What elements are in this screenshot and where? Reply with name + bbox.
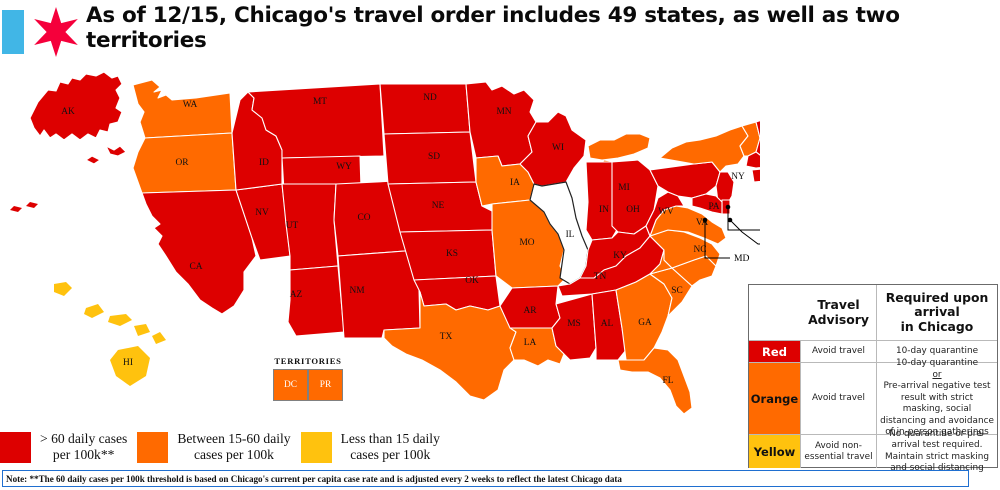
state-TX[interactable] <box>383 291 517 401</box>
legend-swatch-yellow <box>300 431 332 463</box>
advisory-requirement-orange: 10-day quarantine or Pre-arrival negativ… <box>877 358 997 437</box>
legend-item-orange: Between 15-60 daily cases per 100k <box>137 431 291 463</box>
leader-line-MD <box>704 220 730 259</box>
advisory-requirement-orange-line1: 10-day quarantine <box>895 358 979 369</box>
page-title: As of 12/15, Chicago's travel order incl… <box>86 3 900 53</box>
state-SD[interactable] <box>383 131 477 185</box>
footnote-banner: Note: **The 60 daily cases per 100k thre… <box>2 470 969 487</box>
state-AK-aleutians <box>10 202 38 212</box>
legend-label-yellow: Less than 15 daily cases per 100k <box>340 431 440 462</box>
leader-line-DE <box>729 219 760 245</box>
state-NM[interactable] <box>337 249 421 339</box>
state-WI[interactable] <box>519 111 587 187</box>
advisory-requirement-yellow: No quarantine or pre-arrival test requir… <box>885 428 989 474</box>
advisory-header-required-upon-arrival: Required upon arrival in Chicago <box>885 289 989 334</box>
advisory-row-red: Red Avoid travel 10-day quarantine <box>749 341 997 363</box>
territories-title: TERRITORIES <box>274 356 342 366</box>
state-MD[interactable] <box>691 193 723 215</box>
legend-swatch-red <box>0 431 31 463</box>
chicago-flag-bar-icon <box>2 10 24 54</box>
advisory-requirement-red: 10-day quarantine <box>895 345 979 356</box>
advisory-level-yellow: Yellow <box>749 435 801 468</box>
map-legend: > 60 daily cases per 100k** Between 15-6… <box>0 424 520 470</box>
state-GA[interactable] <box>615 273 673 361</box>
state-OK[interactable] <box>413 275 501 311</box>
state-WV[interactable] <box>645 191 685 237</box>
state-AK[interactable] <box>29 71 127 165</box>
state-CA[interactable] <box>141 189 257 315</box>
territory-box-pr[interactable]: PR <box>308 369 343 401</box>
advisory-table: Travel Advisory Required upon arrival in… <box>748 284 998 474</box>
advisory-level-red: Red <box>749 341 801 362</box>
leader-label-group: NH MA RI CT NJ DE MD <box>702 204 760 264</box>
territory-label-dc: DC <box>283 380 298 390</box>
state-HI[interactable] <box>54 282 166 386</box>
state-PA[interactable] <box>649 161 721 199</box>
advisory-requirement-orange-or: or <box>932 369 942 380</box>
territory-box-dc[interactable]: DC <box>273 369 308 401</box>
chicago-flag-star-icon <box>34 7 78 57</box>
state-NH[interactable] <box>755 118 760 158</box>
legend-label-red: > 60 daily cases per 100k** <box>40 431 128 462</box>
advisory-requirement-orange-line2: Pre-arrival negative test result with st… <box>880 381 994 438</box>
state-MT[interactable] <box>247 83 385 159</box>
advisory-row-yellow: Yellow Avoid non- essential travel No qu… <box>749 428 997 474</box>
state-UT[interactable] <box>281 183 339 271</box>
legend-swatch-orange <box>137 431 169 463</box>
legend-item-red: > 60 daily cases per 100k** <box>0 431 127 463</box>
advisory-travel-red: Avoid travel <box>801 341 877 362</box>
legend-item-yellow: Less than 15 daily cases per 100k <box>300 431 440 463</box>
state-FL[interactable] <box>617 347 693 415</box>
state-KS[interactable] <box>399 229 497 281</box>
state-AZ[interactable] <box>287 265 345 337</box>
state-WA[interactable] <box>132 79 233 139</box>
territories-block: TERRITORIES DC PR <box>262 356 354 408</box>
advisory-travel-orange: Avoid travel <box>801 363 877 434</box>
us-map-container: AK HI WA OR CA NV ID MT WY UT AZ CO NM N… <box>0 60 760 420</box>
advisory-row-orange: Orange Avoid travel 10-day quarantine or… <box>749 358 997 437</box>
advisory-table-header-row: Travel Advisory Required upon arrival in… <box>749 285 997 341</box>
state-AR[interactable] <box>499 285 561 329</box>
state-CT[interactable] <box>751 168 760 183</box>
leader-line-NJ <box>727 207 760 231</box>
advisory-header-corner <box>749 285 801 340</box>
page-header: As of 12/15, Chicago's travel order incl… <box>0 0 1000 62</box>
state-MA[interactable] <box>745 151 760 169</box>
advisory-level-orange: Orange <box>749 363 801 434</box>
advisory-header-travel-advisory: Travel Advisory <box>801 285 877 340</box>
state-ND[interactable] <box>379 83 471 135</box>
legend-label-orange: Between 15-60 daily cases per 100k <box>177 431 291 462</box>
advisory-travel-yellow: Avoid non- essential travel <box>801 435 877 468</box>
state-MN[interactable] <box>465 81 537 167</box>
map-label-MD: MD <box>734 253 750 264</box>
territory-label-pr: PR <box>319 380 332 390</box>
state-OR[interactable] <box>132 132 237 194</box>
us-choropleth-map: AK HI WA OR CA NV ID MT WY UT AZ CO NM N… <box>10 71 760 415</box>
